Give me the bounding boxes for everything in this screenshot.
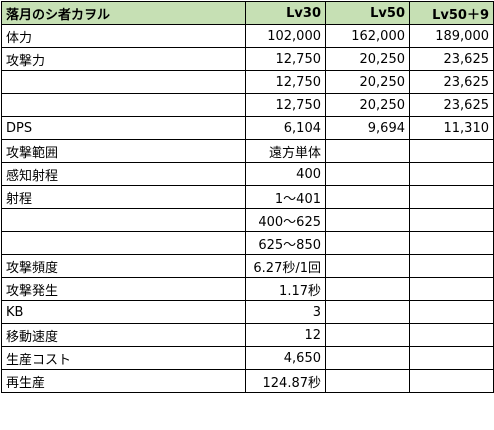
lv50-plus9-value-cell — [409, 162, 494, 186]
lv30-value-cell: 6,104 — [245, 116, 326, 140]
lv50-value-cell — [325, 277, 410, 301]
lv30-value-cell: 4,650 — [245, 346, 326, 370]
table-row: 体力 102,000 162,000 189,000 — [1, 24, 494, 48]
stat-label-cell: 攻撃範囲 — [1, 139, 246, 163]
lv30-value-cell: 1.17秒 — [245, 277, 326, 301]
lv50-value-cell — [325, 162, 410, 186]
lv50-plus9-value-cell — [409, 277, 494, 301]
stat-label-cell: 攻撃発生 — [1, 277, 246, 301]
lv50-plus9-header: Lv50＋9 — [409, 1, 494, 25]
lv50-value-cell: 20,250 — [325, 47, 410, 71]
lv50-plus9-value-cell: 11,310 — [409, 116, 494, 140]
stat-label-cell: 体力 — [1, 24, 246, 48]
lv50-value-cell: 20,250 — [325, 93, 410, 117]
lv30-value-cell: 12,750 — [245, 70, 326, 94]
lv50-value-cell: 20,250 — [325, 70, 410, 94]
lv50-plus9-value-cell — [409, 208, 494, 232]
table-row: 移動速度 12 — [1, 323, 494, 347]
lv50-plus9-value-cell — [409, 300, 494, 324]
lv30-value-cell: 12,750 — [245, 93, 326, 117]
lv50-value-cell — [325, 139, 410, 163]
table-row: 攻撃範囲 遠方単体 — [1, 139, 494, 163]
lv50-plus9-value-cell: 189,000 — [409, 24, 494, 48]
lv30-value-cell: 3 — [245, 300, 326, 324]
unit-name-header: 落月のシ者カヲル — [1, 1, 246, 25]
lv30-value-cell: 1～401 — [245, 185, 326, 209]
stat-label-cell — [1, 231, 246, 255]
lv50-value-cell — [325, 323, 410, 347]
lv50-value-cell — [325, 185, 410, 209]
lv50-plus9-value-cell — [409, 231, 494, 255]
lv30-value-cell: 12 — [245, 323, 326, 347]
lv50-plus9-value-cell — [409, 369, 494, 393]
lv50-plus9-value-cell — [409, 139, 494, 163]
table-row: 生産コスト 4,650 — [1, 346, 494, 370]
lv30-value-cell: 遠方単体 — [245, 139, 326, 163]
table-row: KB 3 — [1, 300, 494, 324]
stat-label-cell: 攻撃頻度 — [1, 254, 246, 278]
lv50-plus9-value-cell — [409, 346, 494, 370]
lv30-value-cell: 625～850 — [245, 231, 326, 255]
lv50-plus9-value-cell — [409, 323, 494, 347]
lv30-value-cell: 400～625 — [245, 208, 326, 232]
stat-label-cell: 攻撃力 — [1, 47, 246, 71]
table-row: 攻撃力 12,750 20,250 23,625 — [1, 47, 494, 71]
table-row: 400～625 — [1, 208, 494, 232]
lv30-value-cell: 6.27秒/1回 — [245, 254, 326, 278]
table-row: 攻撃発生 1.17秒 — [1, 277, 494, 301]
lv30-value-cell: 12,750 — [245, 47, 326, 71]
table-row: 12,750 20,250 23,625 — [1, 93, 494, 117]
lv50-value-cell: 9,694 — [325, 116, 410, 140]
lv50-value-cell — [325, 369, 410, 393]
lv30-header: Lv30 — [245, 1, 326, 25]
stats-body: 体力 102,000 162,000 189,000 攻撃力 12,750 20,250 23… — [1, 24, 494, 393]
table-row: 12,750 20,250 23,625 — [1, 70, 494, 94]
stat-label-cell: KB — [1, 300, 246, 324]
header-row: 落月のシ者カヲル Lv30 Lv50 Lv50＋9 — [1, 1, 494, 25]
stats-table: 落月のシ者カヲル Lv30 Lv50 Lv50＋9 体力 102,000 162,0… — [1, 1, 494, 393]
table-row: 625～850 — [1, 231, 494, 255]
lv50-plus9-value-cell: 23,625 — [409, 93, 494, 117]
lv50-plus9-value-cell — [409, 254, 494, 278]
stat-label-cell: 再生産 — [1, 369, 246, 393]
lv30-value-cell: 400 — [245, 162, 326, 186]
stat-label-cell: 射程 — [1, 185, 246, 209]
stat-label-cell: 移動速度 — [1, 323, 246, 347]
lv50-header: Lv50 — [325, 1, 410, 25]
lv50-value-cell — [325, 208, 410, 232]
stat-label-cell: 生産コスト — [1, 346, 246, 370]
lv50-plus9-value-cell — [409, 185, 494, 209]
stat-label-cell: 感知射程 — [1, 162, 246, 186]
lv50-plus9-value-cell: 23,625 — [409, 70, 494, 94]
table-row: 攻撃頻度 6.27秒/1回 — [1, 254, 494, 278]
lv30-value-cell: 102,000 — [245, 24, 326, 48]
stat-label-cell — [1, 93, 246, 117]
stat-label-cell — [1, 70, 246, 94]
lv50-value-cell — [325, 300, 410, 324]
table-row: 再生産 124.87秒 — [1, 369, 494, 393]
stat-label-cell: DPS — [1, 116, 246, 140]
lv50-plus9-value-cell: 23,625 — [409, 47, 494, 71]
table-row: 射程 1～401 — [1, 185, 494, 209]
lv50-value-cell — [325, 346, 410, 370]
lv50-value-cell — [325, 254, 410, 278]
table-row: 感知射程 400 — [1, 162, 494, 186]
table-row: DPS 6,104 9,694 11,310 — [1, 116, 494, 140]
stat-label-cell — [1, 208, 246, 232]
lv30-value-cell: 124.87秒 — [245, 369, 326, 393]
lv50-value-cell: 162,000 — [325, 24, 410, 48]
lv50-value-cell — [325, 231, 410, 255]
